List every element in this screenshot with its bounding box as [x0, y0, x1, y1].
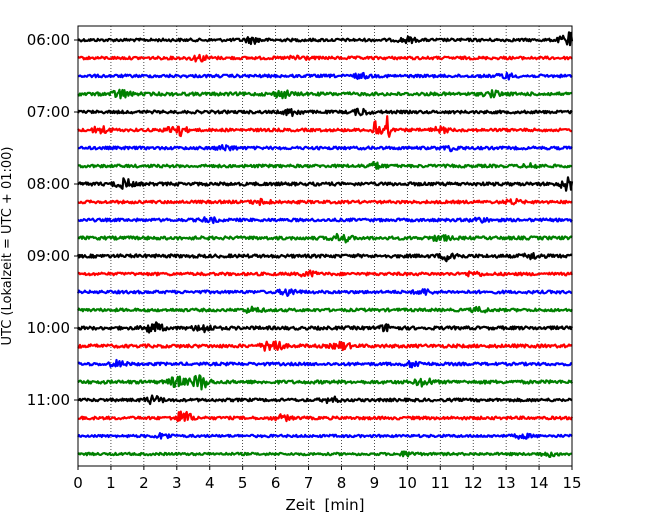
seismic-trace	[77, 197, 573, 207]
seismic-trace	[77, 160, 573, 170]
seismic-trace	[76, 252, 573, 263]
plot-background	[78, 26, 572, 466]
seismic-trace	[77, 176, 574, 192]
seismic-trace	[76, 288, 573, 297]
seismic-trace	[77, 71, 573, 81]
seismic-trace	[77, 269, 573, 278]
seismic-trace	[77, 53, 573, 63]
x-tick-label: 6	[271, 474, 281, 492]
x-tick-label: 10	[398, 474, 417, 492]
x-tick-label: 11	[431, 474, 450, 492]
x-tick-label: 9	[370, 474, 380, 492]
y-tick-label: 08:00	[27, 175, 70, 193]
grid-lines	[110, 26, 540, 466]
seismic-trace	[77, 374, 574, 391]
seismic-trace	[77, 358, 573, 369]
x-tick-label: 15	[562, 474, 581, 492]
y-axis: 06:00 07:00 08:00 09:00 10:00 11:00	[27, 31, 78, 409]
seismic-trace	[77, 232, 573, 244]
x-tick-label: 2	[139, 474, 149, 492]
seismic-trace	[77, 340, 573, 352]
seismic-trace	[77, 450, 573, 458]
seismic-trace	[77, 115, 573, 138]
y-tick-label: 11:00	[27, 391, 70, 409]
seismic-trace	[77, 410, 574, 423]
seismic-trace	[76, 107, 573, 118]
y-tick-label: 09:00	[27, 247, 70, 265]
x-tick-label: 12	[464, 474, 483, 492]
x-tick-label: 5	[238, 474, 248, 492]
y-tick-label: 10:00	[27, 319, 70, 337]
seismic-trace	[77, 394, 573, 406]
trace-group	[76, 31, 574, 458]
x-tick-label: 0	[73, 474, 83, 492]
seismic-trace	[77, 31, 574, 47]
x-tick-label: 4	[205, 474, 215, 492]
seismic-trace	[77, 321, 574, 334]
x-tick-label: 8	[337, 474, 347, 492]
x-axis: 0 1 2 3 4 5 6 7 8 9 10 11 12 13 14 15	[73, 466, 582, 492]
seismic-trace	[77, 144, 573, 153]
seismic-trace	[77, 432, 573, 440]
x-tick-label: 3	[172, 474, 182, 492]
plot-frame	[77, 25, 573, 467]
x-axis-label: Zeit [min]	[285, 496, 364, 514]
y-axis-label: UTC (Lokalzeit = UTC + 01:00)	[0, 147, 15, 346]
x-tick-label: 14	[530, 474, 549, 492]
y-tick-label: 07:00	[27, 103, 70, 121]
x-tick-label: 1	[106, 474, 116, 492]
y-tick-label: 06:00	[27, 31, 70, 49]
x-tick-label: 13	[497, 474, 516, 492]
seismic-trace	[77, 216, 573, 225]
seismic-trace	[77, 88, 573, 100]
seismic-trace	[77, 305, 573, 314]
x-tick-label: 7	[304, 474, 314, 492]
